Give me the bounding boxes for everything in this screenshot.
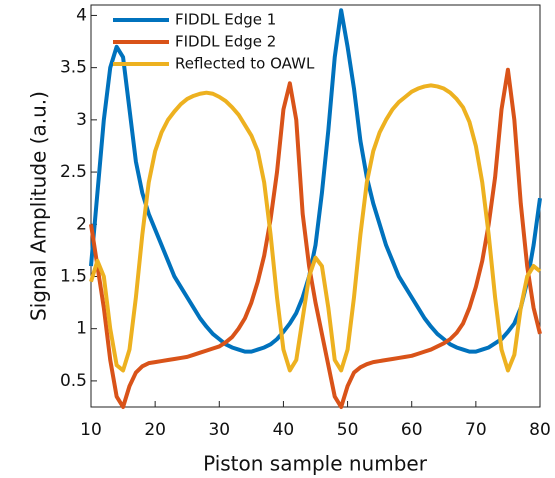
x-tick-label: 40 <box>273 420 295 440</box>
legend-label: Reflected to OAWL <box>175 55 315 73</box>
y-tick-label: 2 <box>76 214 87 234</box>
x-tick-label: 50 <box>337 420 359 440</box>
y-tick-label: 1.5 <box>60 266 87 286</box>
series-line <box>89 67 542 409</box>
series-line <box>89 83 542 373</box>
y-axis-label: Signal Amplitude (a.u.) <box>27 91 51 321</box>
y-tick-label: 0.5 <box>60 371 87 391</box>
series-line <box>89 8 542 354</box>
x-tick-label: 20 <box>144 420 166 440</box>
x-tick-label: 10 <box>80 420 102 440</box>
x-tick-label: 70 <box>465 420 487 440</box>
legend-label: FIDDL Edge 1 <box>175 11 276 29</box>
y-tick-label: 1 <box>76 319 87 339</box>
y-tick-label: 3.5 <box>60 58 87 78</box>
x-axis-label: Piston sample number <box>203 452 428 476</box>
x-tick-label: 60 <box>401 420 423 440</box>
x-tick-label: 30 <box>208 420 230 440</box>
y-tick-label: 3 <box>76 110 87 130</box>
y-tick-label: 2.5 <box>60 162 87 182</box>
legend-label: FIDDL Edge 2 <box>175 33 276 51</box>
y-tick-label: 4 <box>76 5 87 25</box>
x-tick-label: 80 <box>529 420 551 440</box>
